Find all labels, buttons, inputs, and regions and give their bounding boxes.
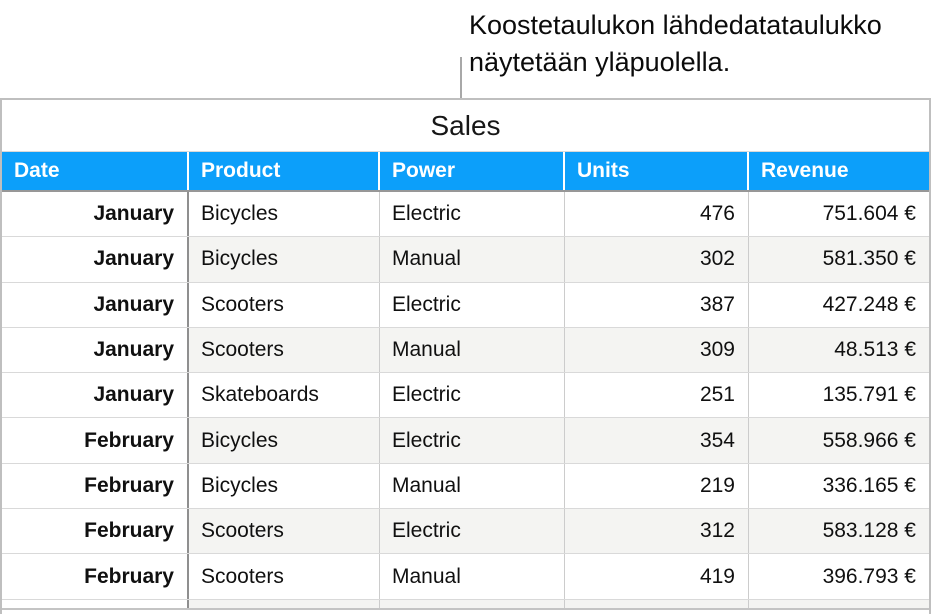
cell-units[interactable]: 302 [565,237,749,282]
header-cell-date[interactable]: Date [2,152,189,190]
table-bottom-edge [2,607,929,610]
cell-product[interactable]: Scooters [189,327,380,373]
header-cell-power[interactable]: Power [380,152,565,190]
cell-revenue[interactable]: 583.128 € [749,509,929,554]
cell-product[interactable]: Bicycles [189,463,380,509]
cell-units [565,599,749,608]
table-title-row[interactable]: Sales [2,100,929,152]
cell-date[interactable]: February [2,509,189,554]
cell-power[interactable]: Manual [380,554,565,599]
header-cell-revenue[interactable]: Revenue [761,159,849,182]
cell-power[interactable]: Electric [380,418,565,463]
cell-units[interactable]: 387 [565,282,749,327]
partial-row [2,599,929,608]
cell-date[interactable]: January [2,192,189,237]
header-cell-product[interactable]: Product [189,152,380,190]
cell-product[interactable]: Bicycles [189,418,380,463]
cell-power[interactable]: Electric [380,192,565,237]
callout-text-line2: näytetään yläpuolella. [469,47,731,77]
cell-units[interactable]: 419 [565,554,749,599]
callout-text-line1: Koostetaulukon lähdedatataulukko [469,10,882,40]
cell-power[interactable]: Manual [380,463,565,509]
cell-units[interactable]: 219 [565,463,749,509]
cell-revenue[interactable]: 135.791 € [822,383,916,407]
table-row: February Bicycles Manual 219 336.165 € [2,463,929,510]
cell-product[interactable]: Scooters [189,282,380,327]
cell-units[interactable]: 354 [565,418,749,463]
cell-power[interactable]: Electric [380,373,565,418]
cell-date [2,599,189,608]
cell-date[interactable]: January [2,373,189,418]
cell-revenue[interactable]: 396.793 € [822,564,916,588]
cell-date[interactable]: January [2,237,189,282]
cell-revenue[interactable]: 427.248 € [822,292,916,316]
sales-table: Sales Date Product Power Units Revenue J… [0,98,931,614]
table-row: January Scooters Electric 387 427.248 € [2,282,929,328]
cell-date[interactable]: January [2,327,189,373]
table-row: February Scooters Manual 419 396.793 € [2,554,929,600]
cell-date[interactable]: February [2,463,189,509]
cell-date[interactable]: January [2,282,189,327]
cell-revenue[interactable]: 581.350 € [749,237,929,282]
table-body: January Bicycles Electric 476 751.604 € … [2,192,929,600]
cell-units[interactable]: 309 [565,327,749,373]
cell-units[interactable]: 251 [565,373,749,418]
cell-product[interactable]: Skateboards [189,373,380,418]
cell-revenue[interactable]: 336.165 € [822,473,916,497]
table-header-row: Date Product Power Units Revenue [2,152,929,192]
table-row: January Skateboards Electric 251 135.791… [2,373,929,419]
cell-date[interactable]: February [2,418,189,463]
cell-units[interactable]: 476 [565,192,749,237]
table-row: January Bicycles Manual 302 581.350 € [2,237,929,283]
cell-date[interactable]: February [2,554,189,599]
cell-power[interactable]: Manual [380,327,565,373]
cell-power[interactable]: Electric [380,282,565,327]
cell-product[interactable]: Bicycles [189,237,380,282]
cell-units[interactable]: 312 [565,509,749,554]
cell-revenue[interactable]: 751.604 € [822,202,916,226]
cell-product[interactable]: Scooters [189,554,380,599]
cell-product[interactable]: Scooters [189,509,380,554]
cell-power[interactable]: Manual [380,237,565,282]
cell-product[interactable]: Bicycles [189,192,380,237]
table-row: January Scooters Manual 309 48.513 € [2,327,929,374]
cell-power [380,599,565,608]
header-cell-units[interactable]: Units [565,152,749,190]
table-row: February Bicycles Electric 354 558.966 € [2,418,929,464]
callout-annotation: Koostetaulukon lähdedatataulukko näytetä… [469,7,882,81]
cell-power[interactable]: Electric [380,509,565,554]
cell-revenue[interactable]: 48.513 € [749,327,929,373]
table-title: Sales [430,109,501,141]
cell-revenue[interactable]: 558.966 € [749,418,929,463]
table-row: February Scooters Electric 312 583.128 € [2,509,929,555]
cell-product [189,599,380,608]
callout-leader-line [460,57,462,98]
table-row: January Bicycles Electric 476 751.604 € [2,192,929,238]
cell-revenue [749,599,929,608]
